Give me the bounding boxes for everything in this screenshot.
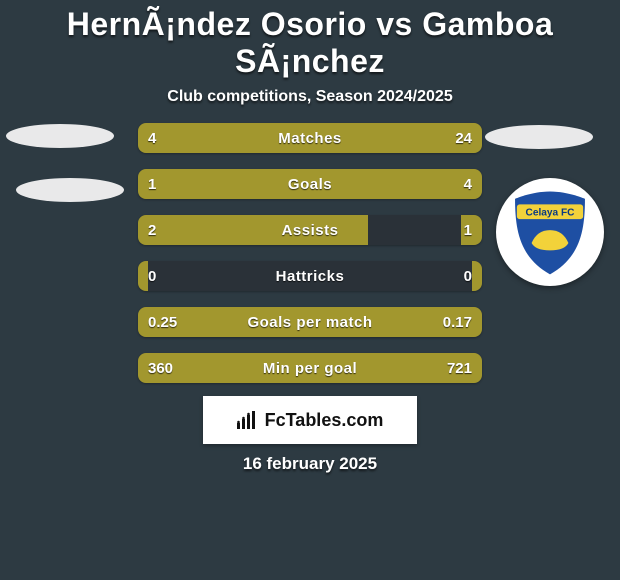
stat-label: Assists: [138, 215, 482, 245]
club-crest-icon: Celaya FC: [504, 186, 596, 278]
player-right-photo: [485, 125, 593, 149]
date-text: 16 february 2025: [0, 454, 620, 474]
stat-row: 00Hattricks: [138, 261, 482, 291]
stat-label: Goals: [138, 169, 482, 199]
stat-label: Hattricks: [138, 261, 482, 291]
brand-chart-icon: [237, 411, 259, 429]
brand-box: FcTables.com: [203, 396, 417, 444]
club-badge: Celaya FC: [496, 178, 604, 286]
stat-row: 360721Min per goal: [138, 353, 482, 383]
svg-text:Celaya FC: Celaya FC: [526, 207, 576, 218]
stat-row: 0.250.17Goals per match: [138, 307, 482, 337]
stat-row: 424Matches: [138, 123, 482, 153]
brand-text: FcTables.com: [265, 410, 384, 431]
stat-row: 21Assists: [138, 215, 482, 245]
stat-bars: 424Matches 14Goals 21Assists 00Hattricks 0.2…: [138, 123, 482, 399]
stat-row: 14Goals: [138, 169, 482, 199]
page-title: HernÃ¡ndez Osorio vs Gamboa SÃ¡nchez: [0, 0, 620, 80]
subtitle: Club competitions, Season 2024/2025: [0, 88, 620, 106]
player-left-photo-1: [6, 124, 114, 148]
stat-label: Goals per match: [138, 307, 482, 337]
player-left-photo-2: [16, 178, 124, 202]
comparison-card: HernÃ¡ndez Osorio vs Gamboa SÃ¡nchez Clu…: [0, 0, 620, 580]
stat-label: Min per goal: [138, 353, 482, 383]
stat-label: Matches: [138, 123, 482, 153]
